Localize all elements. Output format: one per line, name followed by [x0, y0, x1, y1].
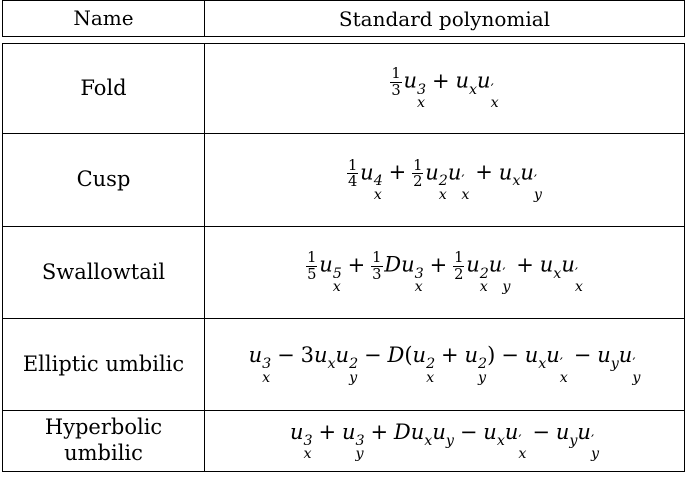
row-polynomial: 1 4 u 4 x +1 2 u 2 x u ′ x + uxu ′ y: [205, 134, 684, 226]
row-name: Elliptic umbilic: [3, 319, 205, 410]
row-name: Swallowtail: [3, 227, 205, 318]
column-header-polynomial: Standard polynomial: [338, 6, 551, 31]
row-name-line: umbilic: [64, 441, 143, 465]
polynomial-expression: 1 5 u 5 x +1 3 Du 3 x +1 2 u 2 x u ′ y + uxu ′ x: [306, 249, 583, 296]
polynomial-expression: 1 4 u 4 x +1 2 u 2 x u ′ x + uxu ′ y: [347, 156, 542, 203]
row-polynomial: 1 5 u 5 x +1 3 Du 3 x +1 2 u 2 x u ′ y + uxu ′ x: [205, 227, 684, 318]
row-polynomial: u 3 x −3uxu 2 y − D(u 2 x + u 2 y) − uxu ′ x − uyu ′ y: [205, 319, 684, 410]
table-row: Swallowtail 1 5 u 5 x +1 3 Du 3 x +1 2 u 2 x u ′ y + uxu ′ x: [2, 227, 685, 319]
polynomial-expression: u 3 x −3uxu 2 y − D(u 2 x + u 2 y) − uxu ′ x − uyu ′ y: [248, 343, 641, 386]
row-name-line: Hyperbolic: [44, 415, 163, 440]
row-polynomial: u 3 x + u 3 y + Duxuy − uxu ′ x − uyu ′ y: [205, 411, 684, 471]
table-row: Fold 1 3 u 3 x + uxu ′ x: [2, 43, 685, 134]
polynomial-expression: u 3 x + u 3 y + Duxuy − uxu ′ x − uyu ′ y: [289, 419, 599, 463]
table-row: Cusp 1 4 u 4 x +1 2 u 2 x u ′ x + uxu ′ y: [2, 134, 685, 227]
column-header-name: Name: [3, 1, 205, 36]
row-name: Fold: [3, 44, 205, 133]
row-polynomial: 1 3 u 3 x + uxu ′ x: [205, 44, 684, 133]
table-row: Elliptic umbilic u 3 x −3uxu 2 y − D(u 2 x + u 2 y) − u…: [2, 319, 685, 411]
table-header-row: Name Standard polynomial: [2, 0, 685, 37]
catastrophe-table: Name Standard polynomial Fold 1 3 u 3 x + uxu ′…: [2, 0, 685, 472]
row-name: Cusp: [3, 134, 205, 226]
row-name: Hyperbolic umbilic: [3, 411, 205, 471]
table-row: Hyperbolic umbilic u 3 x + u 3 y + Duxuy − uxu ′ x − u…: [2, 411, 685, 472]
polynomial-expression: 1 3 u 3 x + uxu ′ x: [390, 65, 499, 112]
